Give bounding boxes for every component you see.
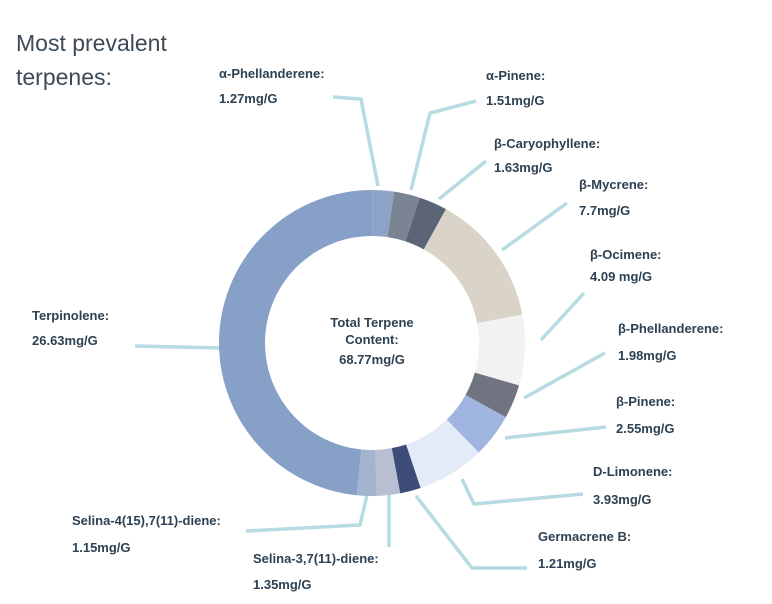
slice-value-phellanderene: 1.27mg/G [219,91,278,106]
slice-label-ocimene: β-Ocimene: [590,247,662,262]
slice-value-ocimene: 4.09 mg/G [590,269,652,284]
leader-line-pinene [504,425,607,440]
slice-selina-4-15-7-11-diene [356,449,377,496]
leader-line-phellanderene [332,95,380,187]
slice-phellanderene [465,372,520,418]
slice-label-selina-4-15-7-11-diene: Selina-4(15),7(11)-diene: [72,513,221,528]
slice-germacrene-b [391,444,421,494]
chart-title: Most prevalent terpenes: [16,30,167,90]
slice-ocimene [474,314,525,386]
slice-label-caryophyllene: β-Caryophyllene: [494,136,600,151]
center-line-1: Total Terpene [330,315,413,330]
slice-pinene [387,191,420,242]
slice-d-limonene [406,419,479,489]
slice-label-mycrene: β-Mycrene: [579,177,648,192]
center-total-value: 68.77mg/G [339,352,405,367]
leader-line-ocimene [539,291,586,342]
slice-pinene [446,394,506,453]
leader-line-caryophyllene [437,159,488,201]
slice-value-selina-4-15-7-11-diene: 1.15mg/G [72,540,131,555]
slice-phellanderene [372,190,395,238]
slice-mycrene [423,209,523,324]
center-line-2: Content: [345,332,398,347]
slice-label-terpinolene: Terpinolene: [32,308,109,323]
slice-value-phellanderene: 1.98mg/G [618,348,677,363]
center-label: Total Terpene Content: 68.77mg/G [330,315,413,367]
leader-line-germacrene-b [414,494,527,570]
slice-caryophyllene [405,197,446,250]
leader-line-mycrene [500,201,569,252]
slice-label-pinene: α-Pinene: [486,68,545,83]
slice-value-selina-3-7-11-diene: 1.35mg/G [253,577,312,592]
slice-label-phellanderene: β-Phellanderene: [618,321,723,336]
slice-value-caryophyllene: 1.63mg/G [494,160,553,175]
donut-slices [218,190,525,496]
slice-value-mycrene: 7.7mg/G [579,203,630,218]
slice-value-germacrene-b: 1.21mg/G [538,556,597,571]
slice-label-d-limonene: D-Limonene: [593,464,672,479]
slice-terpinolene [218,190,373,496]
slice-label-phellanderene: α-Phellanderene: [219,66,325,81]
slice-labels: α-Phellanderene: 1.27mg/G α-Pinene: 1.51mg/… [32,66,723,592]
slice-value-pinene: 2.55mg/G [616,421,675,436]
leader-line-selina-4-15-7-11-diene [245,494,369,533]
slice-label-selina-3-7-11-diene: Selina-3,7(11)-diene: [253,551,379,566]
slice-label-germacrene-b: Germacrene B: [538,529,631,544]
leader-line-terpinolene [134,344,222,350]
leader-line-pinene [409,99,477,191]
slice-selina-3-7-11-diene [375,448,401,496]
slice-label-pinene: β-Pinene: [616,394,675,409]
leader-line-d-limonene [460,478,584,506]
slice-value-pinene: 1.51mg/G [486,93,545,108]
slice-value-d-limonene: 3.93mg/G [593,492,652,507]
slice-value-terpinolene: 26.63mg/G [32,333,98,348]
leader-lines [134,95,607,570]
leader-line-phellanderene [523,351,606,400]
